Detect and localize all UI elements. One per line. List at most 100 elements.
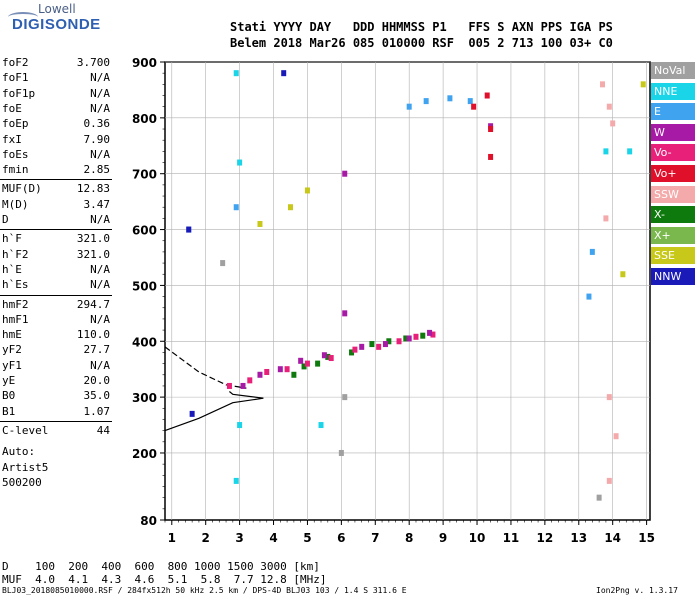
data-point: [610, 120, 616, 127]
data-point: [603, 215, 609, 222]
param-name: hmF2: [2, 297, 29, 311]
param-value: 3.700: [76, 56, 110, 69]
data-point: [369, 341, 375, 348]
data-point: [640, 81, 646, 88]
param-row: M(D) 3.47: [2, 198, 110, 212]
param-name: h`Es: [2, 278, 29, 292]
param-value: 12.83: [76, 182, 110, 196]
data-point: [359, 343, 365, 350]
x-tick-label: 11: [503, 531, 520, 545]
data-point: [586, 293, 592, 300]
param-row: h`F 321.0: [2, 232, 110, 246]
footer-file-info: BLJ03_2018085010000.RSF / 284fx512h 50 k…: [2, 586, 407, 595]
legend-item: Vo-: [651, 144, 695, 162]
data-point: [301, 363, 307, 370]
param-name: yE: [2, 374, 16, 387]
data-point: [589, 248, 595, 255]
param-value: 20.0: [83, 374, 111, 387]
data-point: [382, 341, 388, 348]
param-value: 27.7: [83, 343, 111, 357]
data-point: [396, 338, 402, 345]
x-tick-label: 15: [638, 531, 655, 545]
y-tick-label: 80: [140, 514, 157, 528]
param-row: yF1 N/A: [2, 359, 110, 373]
param-name: B0: [2, 389, 16, 403]
plot-frame: [164, 61, 651, 521]
panel-separator: [0, 229, 112, 231]
solid-trace: [164, 391, 264, 432]
param-value: N/A: [90, 312, 110, 326]
legend-item: SSE: [651, 247, 695, 265]
legend-item: X+: [651, 226, 695, 244]
x-tick-label: 8: [405, 531, 413, 545]
data-point: [220, 260, 226, 267]
param-name: yF1: [2, 358, 22, 372]
param-row: foF1 N/A: [2, 71, 110, 85]
dashed-trace: [164, 346, 247, 389]
param-name: foEs: [2, 147, 29, 161]
data-point: [603, 148, 609, 155]
y-tick-label: 700: [132, 168, 157, 182]
param-value: N/A: [90, 213, 110, 226]
data-point: [600, 81, 606, 88]
x-tick-label: 9: [439, 531, 447, 545]
param-value: 294.7: [76, 297, 110, 311]
muf-row: MUF 4.0 4.1 4.3 4.6 5.1 5.8 7.7 12.8 [MH…: [2, 573, 327, 586]
param-row: fmin 2.85: [2, 163, 110, 177]
param-value: N/A: [90, 278, 110, 292]
param-row: foEp 0.36: [2, 117, 110, 131]
data-point: [281, 70, 287, 77]
param-row: foF1p N/A: [2, 87, 110, 101]
data-point: [606, 477, 612, 484]
param-name: C-level: [2, 423, 49, 437]
param-name: fmin: [2, 163, 29, 177]
param-row: h`Es N/A: [2, 278, 110, 292]
data-point: [606, 103, 612, 110]
param-value: N/A: [90, 71, 110, 85]
data-point: [413, 333, 419, 340]
data-point: [233, 70, 239, 77]
panel-separator: [0, 420, 112, 422]
data-point: [189, 410, 195, 417]
param-name: foE: [2, 101, 22, 115]
legend-item: NNW: [651, 268, 695, 285]
data-point: [284, 366, 290, 373]
param-row: foEs N/A: [2, 148, 110, 162]
legend-item: W: [651, 123, 695, 141]
param-row: h`F2 321.0: [2, 248, 110, 262]
d-distance-row: D 100 200 400 600 800 1000 1500 3000 [km…: [2, 560, 320, 573]
data-point: [328, 355, 334, 362]
logo-text-top: Lowell: [38, 2, 76, 16]
param-name: foF1: [2, 71, 29, 85]
data-point: [291, 371, 297, 378]
param-name: D: [2, 213, 9, 226]
param-value: 35.0: [83, 389, 111, 403]
param-row: yE 20.0: [2, 374, 110, 388]
data-point: [277, 366, 283, 373]
auto-scaling-info: Auto:: [2, 445, 36, 459]
header-line-1: Stati YYYY DAY DDD HHMMSS P1 FFS S AXN P…: [230, 20, 613, 34]
auto-scaling-info: 500200: [2, 476, 42, 490]
param-name: h`F2: [2, 247, 29, 261]
x-tick-label: 13: [570, 531, 587, 545]
param-name: fxI: [2, 132, 22, 146]
data-point: [247, 377, 253, 384]
param-value: N/A: [90, 101, 110, 115]
param-row: C-level 44: [2, 424, 110, 438]
legend-item: SSW: [651, 185, 695, 203]
data-point: [430, 331, 436, 338]
param-name: foF1p: [2, 86, 36, 100]
data-point: [420, 332, 426, 339]
data-point: [237, 159, 243, 166]
param-value: 0.36: [83, 117, 111, 131]
data-point: [488, 153, 494, 160]
x-tick-label: 14: [604, 531, 621, 545]
param-name: yF2: [2, 343, 22, 357]
data-point: [257, 371, 263, 378]
data-point: [233, 477, 239, 484]
data-point: [342, 310, 348, 317]
data-point: [423, 98, 429, 105]
data-point: [237, 422, 243, 429]
ionogram-plot: 1 2 3 4 5 6 7 8 9 10 11 12 13 14 158020030040050060070…: [132, 56, 655, 545]
legend-item: NoVal: [651, 62, 695, 79]
